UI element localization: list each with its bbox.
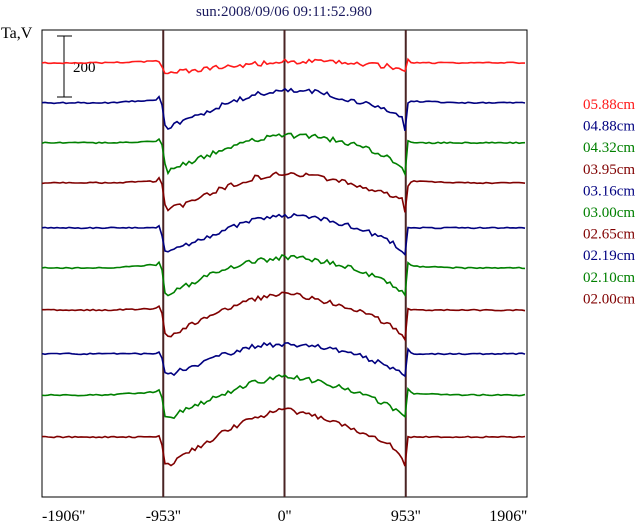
series-line-02-10cm	[41, 374, 526, 420]
legend-entry: 02.00cm	[583, 291, 635, 307]
legend-entry: 04.32cm	[583, 140, 635, 156]
legend-entry: 05.88cm	[583, 97, 635, 113]
x-tick-label: 0''	[278, 508, 292, 525]
legend-entry: 02.19cm	[583, 248, 635, 264]
x-tick-label: 1906''	[489, 508, 527, 525]
legend-entry: 04.88cm	[583, 119, 635, 135]
series-line-02-19cm	[41, 341, 526, 378]
series-line-03-95cm	[41, 171, 526, 213]
series-line-03-00cm	[41, 253, 526, 298]
x-tick-label: 953''	[391, 508, 421, 525]
series-line-02-00cm	[41, 407, 526, 467]
series-line-05-88cm	[41, 57, 526, 75]
legend-entry: 02.65cm	[583, 227, 635, 243]
x-tick-label: -953''	[146, 508, 181, 525]
series-line-04-88cm	[41, 87, 526, 131]
series-line-03-16cm	[41, 212, 526, 257]
legend-entry: 03.16cm	[583, 183, 635, 199]
series-line-04-32cm	[41, 132, 526, 178]
y-axis-label: Ta,V	[1, 25, 33, 42]
chart-title: sun:2008/09/06 09:11:52.980	[196, 4, 372, 20]
legend-entry: 03.95cm	[583, 162, 635, 178]
series-line-02-65cm	[42, 291, 526, 343]
legend-entry: 03.00cm	[583, 205, 635, 221]
x-tick-label: -1906''	[42, 508, 85, 525]
legend-entry: 02.10cm	[583, 270, 635, 286]
scale-bar-label: 200	[73, 60, 96, 76]
scale-bar: 200	[57, 35, 96, 98]
